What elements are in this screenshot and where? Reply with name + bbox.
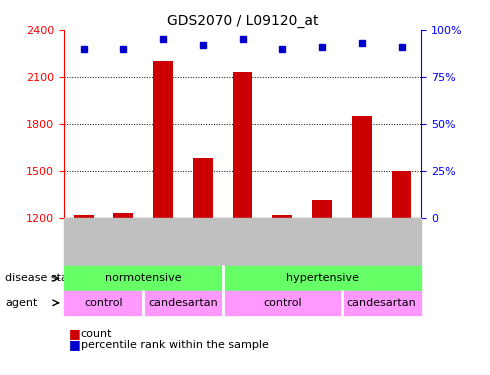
Bar [113,213,133,217]
Text: candesartan: candesartan [148,298,218,308]
Text: agent: agent [5,298,37,308]
Text: candesartan: candesartan [347,298,416,308]
Bar [74,215,94,217]
Text: ■: ■ [69,339,80,351]
Text: control: control [84,298,123,308]
Bar [193,158,213,218]
Bar [233,72,252,217]
Text: normotensive: normotensive [105,273,181,284]
Text: ■: ■ [69,327,80,340]
Text: disease state: disease state [5,273,79,284]
Bar [312,200,332,217]
Text: count: count [81,329,112,339]
Text: percentile rank within the sample: percentile rank within the sample [81,340,269,350]
Bar [153,61,173,217]
Bar [272,215,292,217]
Text: control: control [263,298,302,308]
Bar [392,171,412,217]
Title: GDS2070 / L09120_at: GDS2070 / L09120_at [167,13,318,28]
Text: hypertensive: hypertensive [286,273,359,284]
Bar [352,116,372,218]
